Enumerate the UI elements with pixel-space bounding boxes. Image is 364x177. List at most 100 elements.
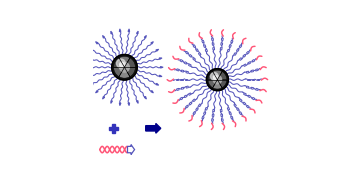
Polygon shape [151,91,153,93]
Polygon shape [252,59,255,62]
Polygon shape [221,43,223,45]
Polygon shape [193,45,195,47]
Polygon shape [202,40,204,43]
Polygon shape [252,79,254,80]
Polygon shape [246,86,249,88]
Polygon shape [227,49,230,52]
Polygon shape [177,69,179,71]
Polygon shape [231,40,233,43]
Polygon shape [136,31,138,34]
Circle shape [210,73,218,80]
Polygon shape [151,42,153,44]
Polygon shape [239,45,242,47]
Polygon shape [95,42,98,44]
Polygon shape [103,96,105,99]
Polygon shape [213,48,214,50]
Polygon shape [227,107,230,110]
Polygon shape [181,70,184,72]
Polygon shape [243,55,246,57]
Polygon shape [229,112,231,115]
Polygon shape [213,70,222,80]
Polygon shape [257,79,259,80]
Polygon shape [193,58,195,60]
Polygon shape [114,67,124,77]
Polygon shape [189,102,192,105]
Polygon shape [213,80,222,89]
Polygon shape [111,101,112,103]
Polygon shape [246,51,249,54]
Polygon shape [90,49,93,51]
Polygon shape [119,103,121,106]
Circle shape [112,55,137,80]
Polygon shape [184,62,187,64]
Polygon shape [251,70,253,72]
Polygon shape [244,64,246,66]
Polygon shape [196,108,198,111]
Polygon shape [208,72,217,80]
Polygon shape [246,105,249,108]
Polygon shape [111,31,112,34]
Polygon shape [246,71,249,73]
Polygon shape [240,99,242,102]
Polygon shape [211,119,213,121]
Polygon shape [239,112,242,115]
Polygon shape [229,45,231,47]
Polygon shape [234,53,236,55]
Circle shape [206,69,228,91]
Polygon shape [185,79,187,80]
Polygon shape [156,83,159,85]
Polygon shape [221,114,223,116]
Polygon shape [114,58,124,67]
Polygon shape [184,95,187,98]
Polygon shape [217,80,227,88]
Polygon shape [119,67,130,78]
FancyBboxPatch shape [109,127,118,130]
Polygon shape [189,93,191,95]
Polygon shape [186,105,188,108]
Polygon shape [205,107,207,110]
Polygon shape [248,79,250,80]
Polygon shape [186,71,189,73]
Polygon shape [128,103,130,106]
Polygon shape [90,83,93,85]
Polygon shape [186,51,188,54]
Polygon shape [196,49,198,52]
Polygon shape [144,35,146,38]
Polygon shape [177,88,179,90]
Polygon shape [234,104,236,107]
Polygon shape [248,95,250,98]
Polygon shape [127,145,135,155]
Polygon shape [243,102,246,105]
Polygon shape [221,119,223,121]
Polygon shape [124,58,135,67]
Polygon shape [180,97,183,100]
Polygon shape [237,49,239,52]
Polygon shape [193,99,195,102]
Polygon shape [193,112,195,115]
Polygon shape [221,38,223,40]
Polygon shape [220,109,222,112]
Polygon shape [198,53,201,55]
Polygon shape [156,49,159,51]
Polygon shape [211,38,213,40]
Polygon shape [212,114,214,116]
Polygon shape [240,58,242,60]
Polygon shape [119,56,130,67]
Polygon shape [248,62,250,64]
Polygon shape [186,86,189,88]
Polygon shape [124,67,135,77]
Polygon shape [161,67,163,68]
Polygon shape [103,35,105,38]
Circle shape [213,75,222,84]
Polygon shape [128,29,130,32]
Polygon shape [202,116,204,119]
Polygon shape [136,101,138,103]
Polygon shape [86,67,88,68]
Circle shape [120,62,129,72]
Polygon shape [198,104,201,107]
Polygon shape [231,116,233,119]
Polygon shape [87,58,90,59]
Polygon shape [213,109,214,112]
Polygon shape [181,79,183,80]
Circle shape [120,62,124,67]
